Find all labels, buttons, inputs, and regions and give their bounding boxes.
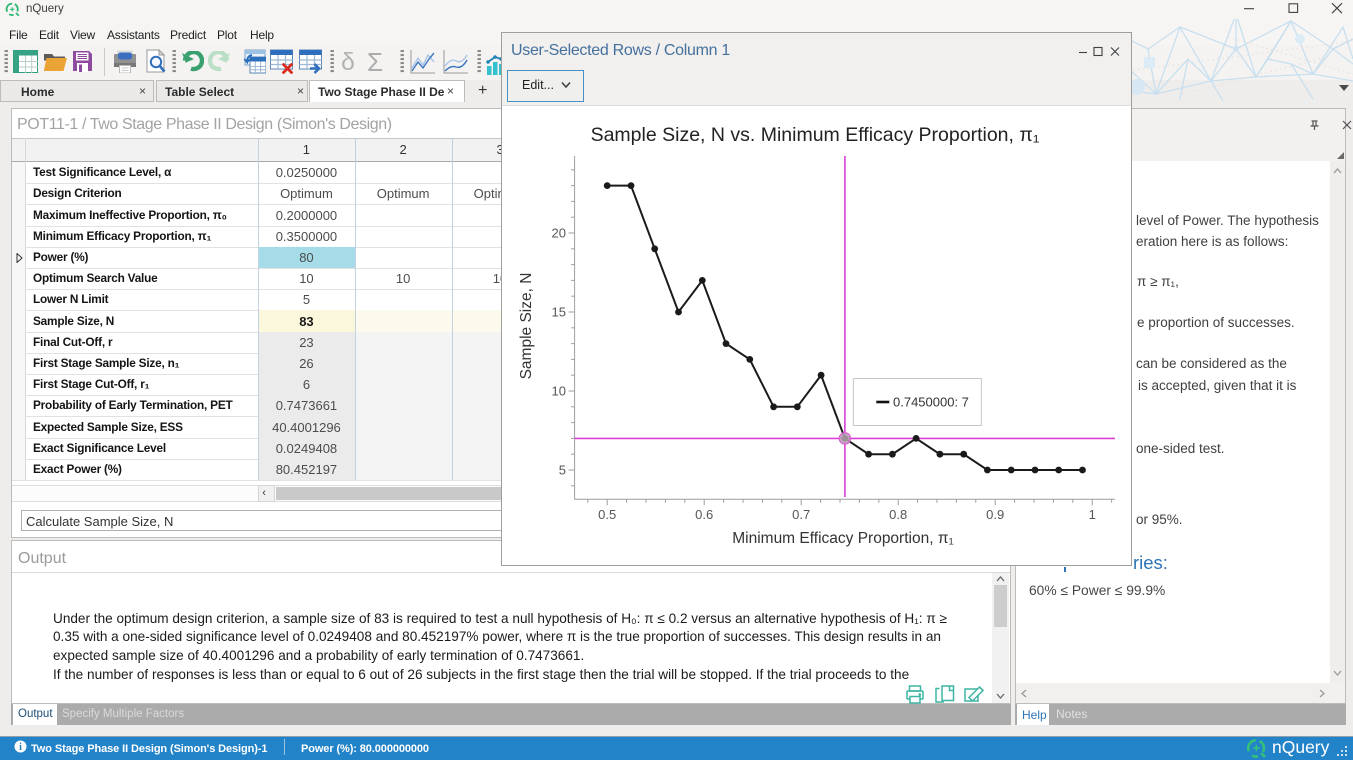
svg-text:Sample Size, N vs. Minimum Eff: Sample Size, N vs. Minimum Efficacy Prop… bbox=[591, 124, 1040, 146]
svg-text:Sample Size, N: Sample Size, N bbox=[518, 273, 535, 380]
svg-text:0.7450000: 7: 0.7450000: 7 bbox=[893, 395, 969, 410]
svg-text:20: 20 bbox=[552, 226, 566, 241]
svg-text:10: 10 bbox=[552, 384, 566, 399]
svg-text:0.6: 0.6 bbox=[695, 507, 713, 522]
svg-text:0.7: 0.7 bbox=[792, 507, 810, 522]
svg-text:0.9: 0.9 bbox=[986, 507, 1004, 522]
svg-text:5: 5 bbox=[559, 463, 566, 478]
svg-text:i: i bbox=[19, 742, 22, 753]
svg-text:15: 15 bbox=[552, 305, 566, 320]
svg-text:0.8: 0.8 bbox=[889, 507, 907, 522]
svg-text:1: 1 bbox=[1089, 507, 1096, 522]
svg-text:Minimum Efficacy Proportion, π: Minimum Efficacy Proportion, π₁ bbox=[732, 530, 954, 547]
svg-text:0.5: 0.5 bbox=[598, 507, 616, 522]
